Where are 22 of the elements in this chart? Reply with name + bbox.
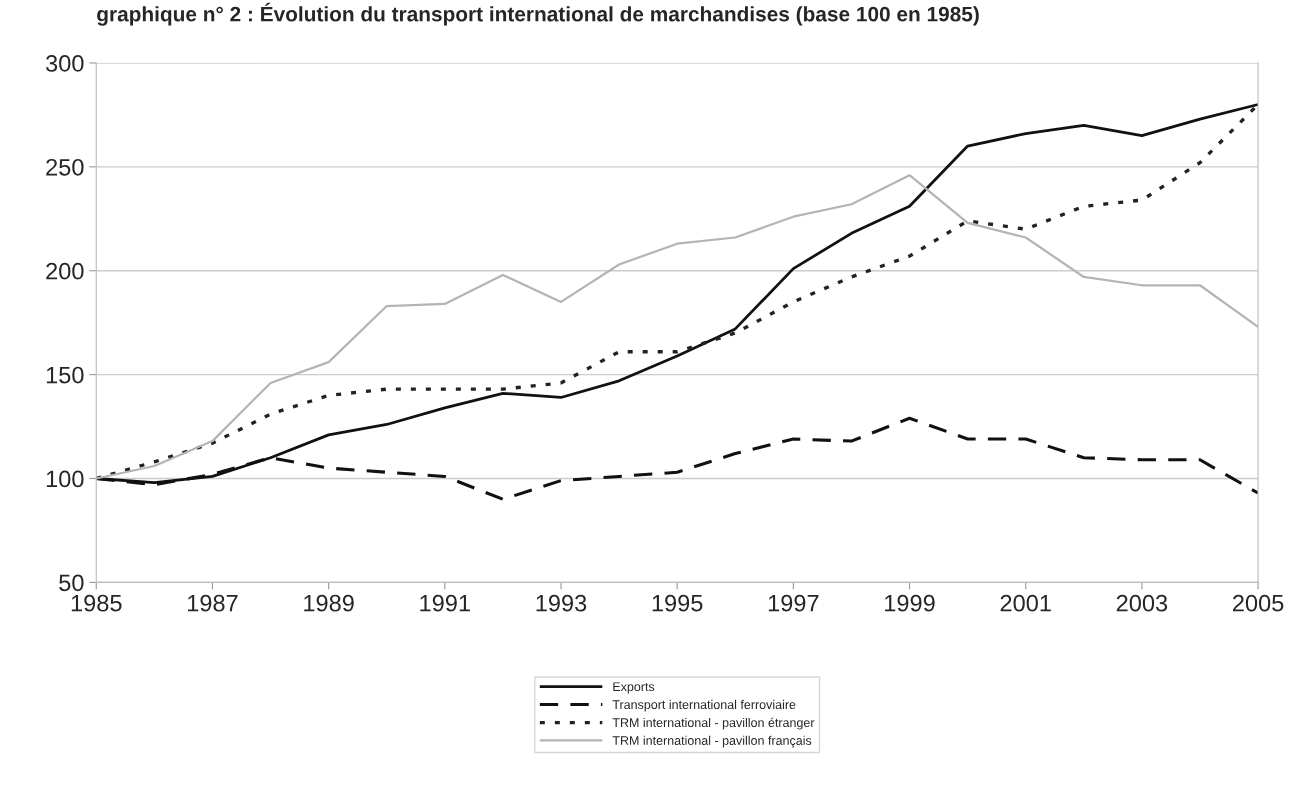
y-tick-label: 250 <box>46 158 84 176</box>
y-tick-label: 300 <box>45 55 84 72</box>
legend-label: TRM international - pavillon étranger <box>612 717 815 730</box>
x-tick-label: 1999 <box>885 594 935 612</box>
x-tick-label: 2001 <box>1000 594 1051 612</box>
x-tick-label: 1989 <box>304 594 354 612</box>
legend-label: TRM international - pavillon français <box>612 735 812 748</box>
x-tick-label: 1985 <box>71 594 122 612</box>
x-tick-label: 1991 <box>420 594 470 612</box>
y-tick-label: 150 <box>46 366 84 384</box>
x-tick-label: 2003 <box>1116 594 1168 612</box>
y-tick-label: 100 <box>46 470 84 488</box>
x-tick-label: 1995 <box>652 594 703 612</box>
x-tick-label: 1997 <box>768 594 819 612</box>
x-tick-label: 2005 <box>1232 594 1284 612</box>
legend-label: Transport international ferroviaire <box>612 699 796 712</box>
x-tick-label: 1987 <box>187 594 238 612</box>
y-tick-label: 200 <box>46 262 84 280</box>
legend-label: Exports <box>613 682 655 694</box>
y-tick-label: 50 <box>59 574 84 592</box>
x-tick-label: 1993 <box>536 594 587 612</box>
chart-title: graphique n° 2 : Évolution du transport international de marchandises (base 100 en 1985) <box>97 2 979 26</box>
